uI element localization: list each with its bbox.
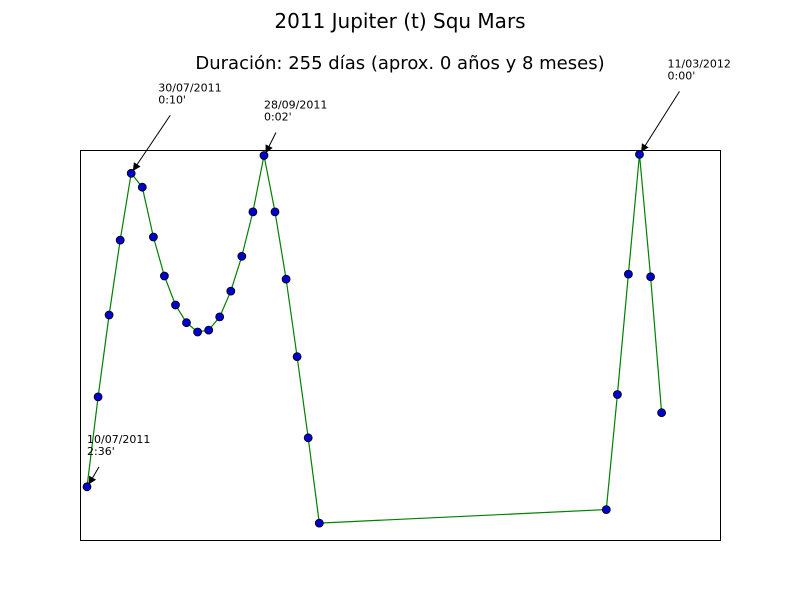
data-point-20 [303, 433, 313, 443]
data-point-16 [259, 151, 269, 160]
data-point-26 [646, 272, 655, 282]
data-point-8 [171, 300, 180, 310]
data-point-22 [601, 505, 611, 515]
data-point-13 [226, 286, 236, 296]
data-point-17 [270, 207, 280, 217]
data-point-10 [193, 327, 203, 337]
chart-subtitle: Duración: 255 días (aprox. 0 años y 8 me… [195, 53, 604, 74]
data-point-18 [281, 274, 291, 284]
annotation-arrow-2 [265, 132, 277, 154]
annotation-date-3: 11/03/2012 [668, 57, 731, 70]
annotation-date-2: 28/09/2011 [264, 99, 327, 112]
plot-frame [80, 150, 721, 541]
data-point-21 [314, 518, 324, 528]
annotation-orb-1: 0:10' [158, 93, 186, 106]
chart-title: 2011 Jupiter (t) Squ Mars [274, 9, 525, 33]
data-point-24 [624, 269, 633, 279]
data-point-4 [126, 168, 136, 178]
annotation-arrow-3 [641, 91, 680, 153]
data-point-2 [104, 310, 114, 320]
annotation-orb-3: 0:00' [668, 69, 696, 82]
annotation-orb-2: 0:02' [264, 111, 292, 124]
annotation-arrow-0 [88, 466, 100, 485]
annotation-arrow-1 [132, 115, 171, 171]
annotation-orb-0: 2:36' [87, 445, 115, 458]
data-point-27 [657, 408, 666, 418]
data-point-15 [248, 207, 258, 217]
data-point-5 [137, 182, 147, 192]
data-point-1 [93, 392, 103, 402]
data-point-25 [635, 149, 644, 159]
annotation-date-0: 10/07/2011 [87, 433, 150, 446]
data-point-6 [148, 232, 158, 242]
data-point-19 [292, 352, 302, 362]
series-line [86, 154, 663, 524]
data-point-11 [204, 325, 214, 335]
data-point-3 [115, 235, 125, 245]
annotation-date-1: 30/07/2011 [158, 81, 221, 94]
data-point-12 [215, 312, 225, 322]
data-point-14 [237, 251, 247, 261]
data-point-7 [159, 271, 169, 281]
data-point-0 [82, 482, 92, 492]
data-point-23 [613, 390, 622, 399]
data-point-9 [182, 318, 191, 328]
